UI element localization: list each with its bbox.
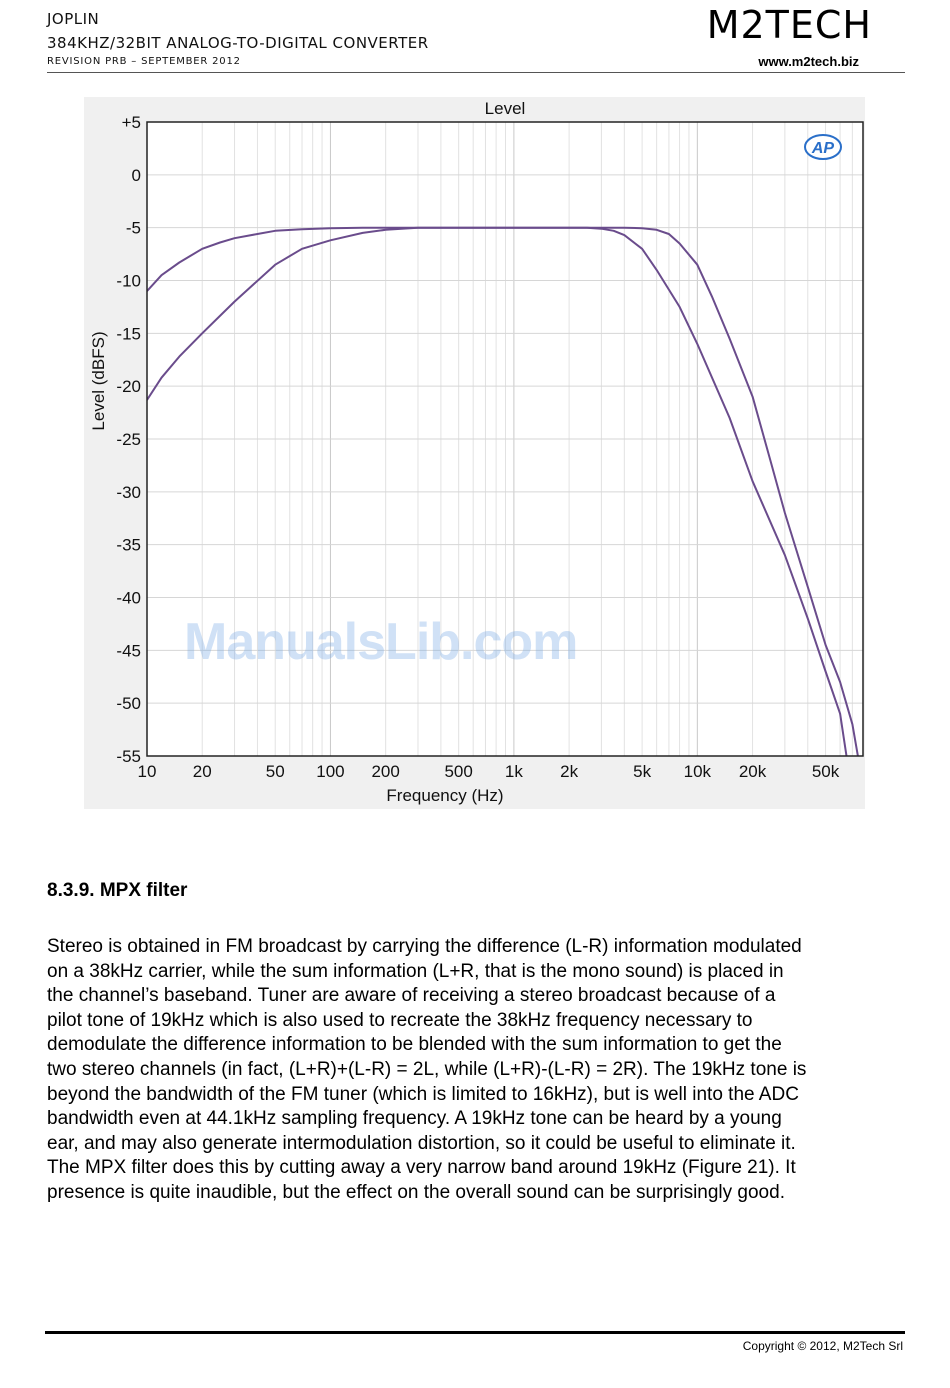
revision-info: Revision PrB – September 2012	[47, 56, 241, 67]
body-line: presence is quite inaudible, but the eff…	[47, 1181, 785, 1203]
x-tick-label: 20k	[739, 762, 767, 781]
x-tick-label: 100	[316, 762, 344, 781]
x-tick-label: 10	[138, 762, 157, 781]
body-line: The MPX filter does this by cutting away…	[47, 1157, 796, 1179]
copyright-text: Copyright © 2012, M2Tech Srl	[742, 1339, 903, 1353]
body-line: the channel’s baseband. Tuner are aware …	[47, 985, 776, 1007]
body-line: Stereo is obtained in FM broadcast by ca…	[47, 936, 802, 957]
x-axis-label: Frequency (Hz)	[386, 786, 503, 805]
y-tick-label: -5	[126, 219, 141, 238]
y-tick-label: +5	[122, 113, 141, 132]
chart-title: Level	[485, 99, 526, 118]
x-tick-label: 200	[371, 762, 399, 781]
x-tick-label: 1k	[505, 762, 523, 781]
x-tick-label: 50k	[812, 762, 840, 781]
x-tick-label: 50	[266, 762, 285, 781]
y-tick-label: -25	[116, 430, 141, 449]
section-body: Stereo is obtained in FM broadcast by ca…	[47, 935, 907, 1206]
x-tick-label: 5k	[633, 762, 651, 781]
body-line: ear, and may also generate intermodulati…	[47, 1132, 796, 1154]
series-line	[147, 226, 848, 756]
y-tick-label: -40	[116, 589, 141, 608]
y-tick-label: -35	[116, 536, 141, 555]
x-tick-label: 2k	[560, 762, 578, 781]
footer-divider	[45, 1331, 905, 1334]
x-tick-label: 10k	[684, 762, 712, 781]
product-subtitle: 384kHz/32bit analog-to-digital converter	[47, 34, 429, 52]
body-line: bandwidth even at 44.1kHz sampling frequ…	[47, 1108, 782, 1130]
header-divider	[47, 72, 905, 73]
section-heading: 8.3.9. MPX filter	[47, 880, 188, 901]
x-tick-label: 500	[444, 762, 472, 781]
y-tick-label: -55	[116, 747, 141, 766]
y-tick-label: -20	[116, 377, 141, 396]
y-tick-label: -50	[116, 694, 141, 713]
body-line: on a 38kHz carrier, while the sum inform…	[47, 960, 784, 982]
y-tick-label: -10	[116, 272, 141, 291]
x-tick-label: 20	[193, 762, 212, 781]
plot-border	[146, 121, 864, 757]
ap-logo-icon	[804, 134, 842, 160]
y-axis-label: Level (dBFS)	[89, 331, 108, 430]
m2tech-logo: M2TECH	[706, 3, 872, 47]
y-tick-label: -45	[116, 641, 141, 660]
body-line: two stereo channels (in fact, (L+R)+(L-R…	[47, 1058, 807, 1080]
y-tick-label: 0	[132, 166, 141, 185]
frequency-response-chart: +5 0 -5 -10 -15 -20 -25 -30 -35 -40 -45 -50 -55 10 20 5…	[84, 97, 865, 809]
body-line: pilot tone of 19kHz which is also used t…	[47, 1009, 753, 1031]
ap-logo-text: AP	[811, 140, 835, 157]
series-line	[147, 226, 859, 756]
y-tick-label: -15	[116, 324, 141, 343]
y-tick-label: -30	[116, 483, 141, 502]
product-name: JOPLIN	[47, 10, 100, 28]
body-line: demodulate the difference information to…	[47, 1034, 782, 1056]
website-link[interactable]: www.m2tech.biz	[758, 54, 859, 69]
body-line: beyond the bandwidth of the FM tuner (wh…	[47, 1083, 799, 1105]
